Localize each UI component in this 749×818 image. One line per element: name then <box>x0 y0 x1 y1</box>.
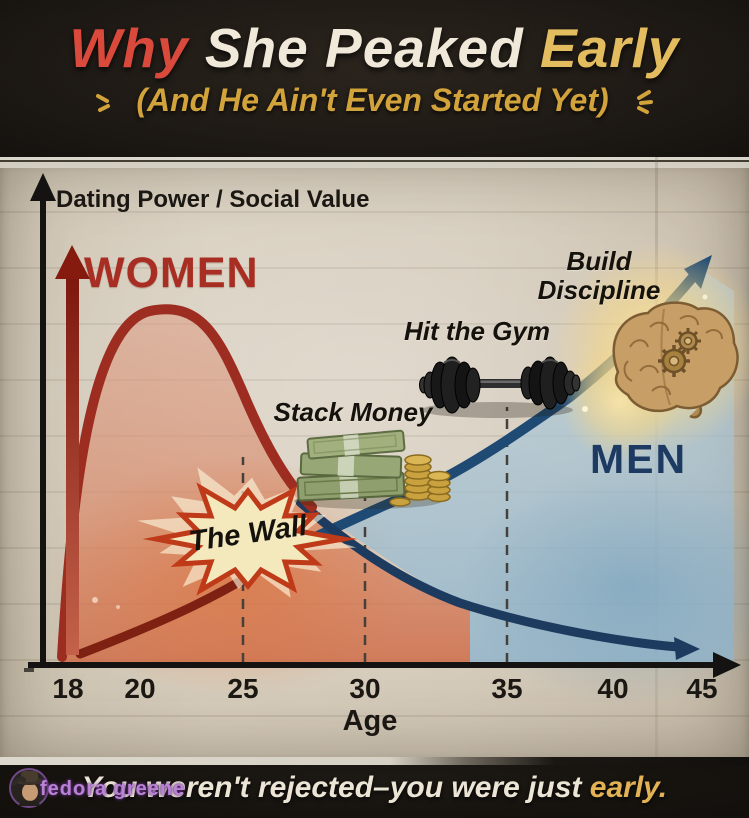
footer: You weren't rejected–you were just early… <box>0 757 749 818</box>
x-tick-35: 35 <box>491 673 523 704</box>
watermark-text: fedora greene <box>40 778 186 800</box>
women-up-arrow <box>55 245 90 655</box>
x-tick-30: 30 <box>349 673 381 704</box>
title-word-why: Why <box>69 17 189 79</box>
chart-area: Dating Power / Social Value WOMEN MEN St… <box>0 157 749 757</box>
x-tick-45: 45 <box>686 673 718 704</box>
title-word-she-peaked: She Peaked <box>188 17 540 79</box>
annotation-hit-the-gym: Hit the Gym <box>404 316 550 346</box>
x-tick-20: 20 <box>124 673 156 704</box>
y-axis-arrowhead <box>30 173 56 201</box>
paper-torn-edge-bottom <box>0 757 749 765</box>
x-tick-40: 40 <box>597 673 629 704</box>
subtitle-text: (And He Ain't Even Started Yet) <box>136 82 609 118</box>
y-axis-label: Dating Power / Social Value <box>56 186 370 213</box>
x-tick-25: 25 <box>227 673 259 704</box>
dumbbell-icon <box>419 356 581 418</box>
annotation-stack-money: Stack Money <box>273 397 433 427</box>
brain-gears-icon <box>612 301 739 419</box>
x-axis-arrowhead <box>713 652 741 678</box>
emphasis-lines-left-icon <box>96 93 111 112</box>
women-decline-tail <box>295 497 700 660</box>
page-title: Why She Peaked Early <box>0 0 749 80</box>
women-tail-arrowhead <box>674 637 700 660</box>
header: Why She Peaked Early (And He Ain't Even … <box>0 0 749 157</box>
gear-icon <box>658 345 690 377</box>
x-axis-label: Age <box>342 705 398 737</box>
y-axis-line <box>40 193 46 667</box>
the-wall-starburst <box>137 467 358 598</box>
x-tick-18: 18 <box>52 673 84 704</box>
money-stack-icon <box>294 429 451 509</box>
watermark-avatar-fedora-man-icon <box>9 768 49 808</box>
caption-main: You weren't rejected–you were just <box>81 771 590 804</box>
gear-icon <box>675 328 701 354</box>
caption-highlight: early. <box>589 771 668 804</box>
chart-canvas <box>24 173 749 707</box>
bottom-caption: You weren't rejected–you were just early… <box>0 771 749 805</box>
paper-torn-edge-top <box>0 157 749 168</box>
women-series-label: WOMEN <box>84 249 259 297</box>
men-series-label: MEN <box>590 436 688 482</box>
x-axis-line <box>28 662 720 668</box>
axes <box>24 173 741 678</box>
title-word-early: Early <box>539 17 680 79</box>
emphasis-lines-right-icon <box>636 89 653 114</box>
annotation-build-discipline: Build Discipline <box>537 246 661 305</box>
coin-stacks <box>389 454 451 507</box>
page-subtitle: (And He Ain't Even Started Yet) <box>0 82 749 119</box>
